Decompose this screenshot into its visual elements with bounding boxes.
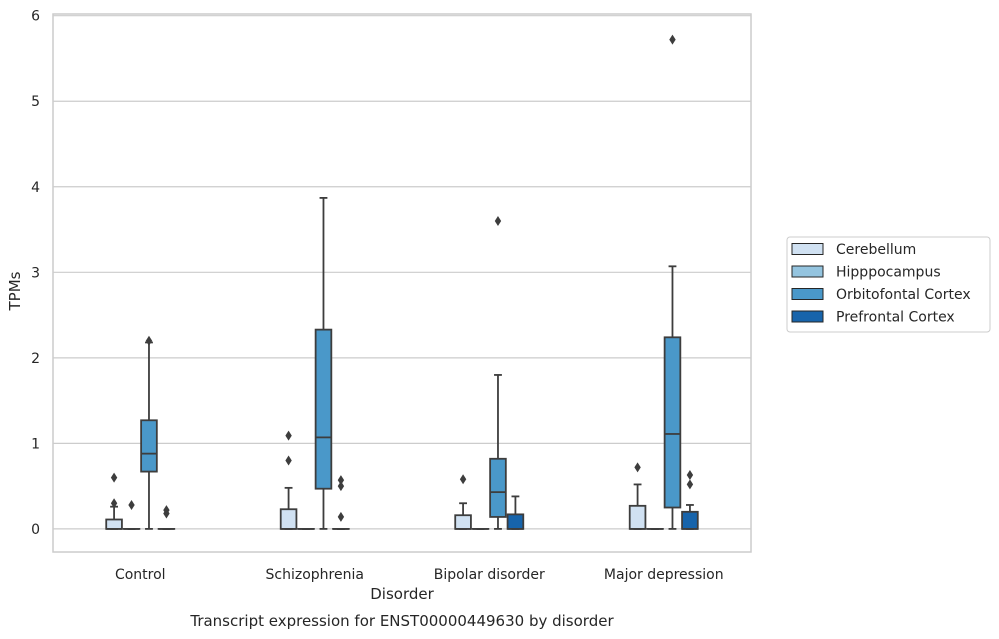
- outlier-point: [110, 472, 118, 483]
- outlier-point: [686, 470, 694, 481]
- gridlines: [53, 15, 751, 530]
- x-axis-label: Disorder: [370, 585, 434, 603]
- outlier-point: [337, 511, 345, 522]
- x-tick-labels: Control Schizophrenia Bipolar disorder Majo…: [115, 567, 724, 583]
- y-tick-label: 1: [31, 436, 40, 452]
- box-1-0: [279, 430, 298, 530]
- box-body: [105, 518, 123, 530]
- legend-swatch: [791, 310, 824, 323]
- outlier-point: [285, 455, 292, 466]
- box-body: [454, 514, 472, 530]
- y-tick-labels: 0 1 2 3 4 5 6: [31, 9, 40, 538]
- legend-label: Orbitofontal Cortex: [836, 287, 971, 303]
- legend-label: Prefrontal Cortex: [836, 310, 955, 326]
- outlier-point: [163, 505, 170, 516]
- y-axis-label: TPMs: [6, 271, 24, 311]
- box-body: [279, 508, 298, 530]
- box-body: [489, 457, 507, 518]
- legend-swatch: [791, 288, 824, 300]
- y-tick-label: 0: [31, 522, 40, 538]
- y-tick-label: 4: [31, 180, 40, 196]
- box-0-1: [122, 499, 141, 530]
- outlier-point: [337, 475, 345, 486]
- x-tick-label: Bipolar disorder: [434, 567, 545, 583]
- legend-label: Cerebellum: [836, 242, 916, 258]
- outlier-point: [128, 499, 135, 510]
- legend-frame: [786, 236, 991, 333]
- x-tick-label: Control: [115, 567, 166, 583]
- legend-label: Hipppocampus: [836, 265, 941, 281]
- legend: Cerebellum Hipppocampus Orbitofontal Corte…: [786, 236, 991, 333]
- box-3-2: [663, 34, 682, 530]
- box-body: [663, 336, 682, 509]
- box-body: [140, 419, 158, 473]
- outlier-point: [145, 335, 153, 346]
- box-0-0: [105, 472, 123, 530]
- box-1-2: [314, 196, 333, 530]
- outlier-point: [494, 215, 502, 226]
- box-body: [628, 504, 647, 530]
- y-tick-label: 3: [31, 265, 40, 281]
- box-1-3: [332, 475, 350, 530]
- box-2-2: [489, 215, 507, 530]
- x-tick-label: Major depression: [604, 567, 724, 583]
- outlier-point: [285, 430, 292, 441]
- outlier-point: [634, 462, 641, 473]
- y-tick-label: 6: [31, 9, 40, 25]
- box-3-3: [681, 470, 699, 530]
- y-tick-label: 2: [31, 351, 40, 367]
- x-tick-label: Schizophrenia: [266, 567, 364, 583]
- box-0-2: [140, 335, 158, 530]
- box-body: [681, 510, 699, 530]
- box-2-3: [506, 495, 525, 530]
- box-0-3: [157, 505, 176, 530]
- plot-frame: [52, 13, 752, 553]
- box-body: [506, 513, 525, 530]
- outlier-point: [686, 479, 694, 490]
- chart-caption: Transcript expression for ENST0000044963…: [189, 612, 614, 630]
- box-2-0: [454, 474, 472, 530]
- outlier-point: [110, 498, 118, 509]
- legend-swatch: [791, 243, 824, 255]
- outlier-point: [669, 34, 676, 45]
- box-3-0: [628, 462, 647, 530]
- outlier-point: [459, 474, 467, 485]
- outlier-point: [337, 481, 345, 492]
- box-body: [314, 328, 333, 490]
- boxes: [105, 34, 699, 530]
- legend-swatch: [791, 265, 824, 278]
- y-tick-label: 5: [31, 94, 40, 110]
